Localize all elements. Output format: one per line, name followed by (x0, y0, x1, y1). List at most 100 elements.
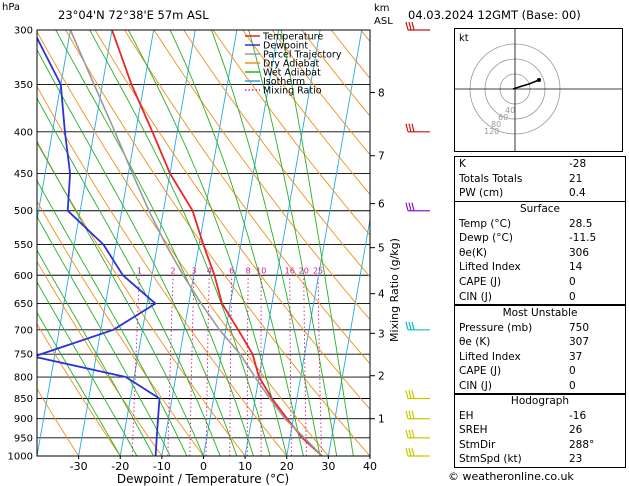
wet-adiabat-line (37, 249, 154, 456)
isotherm-line (244, 30, 321, 456)
most-unstable-value: 0 (569, 379, 576, 392)
wind-barb (405, 123, 430, 133)
most-unstable-value: 37 (569, 350, 583, 363)
hpa-label: hPa (2, 2, 21, 13)
pressure-tick-label: 600 (14, 271, 33, 282)
wet-adiabat-line (89, 30, 271, 456)
dry-adiabat-line (124, 30, 370, 365)
km-tick-label: 3 (378, 328, 385, 340)
x-tick-label: 0 (200, 460, 207, 473)
km-tick-label: 4 (378, 289, 385, 301)
x-axis-label: Dewpoint / Temperature (°C) (117, 472, 289, 486)
hodograph-param-value: 23 (569, 453, 583, 466)
wet-adiabat-line (37, 281, 138, 456)
pressure-tick-label: 650 (14, 299, 33, 310)
legend-label: Mixing Ratio (263, 86, 322, 97)
wind-barb (405, 429, 430, 439)
surface-table: Surface Temp (°C) 28.5 Dewp (°C) -11.5 θe(K)… (454, 201, 626, 306)
hodograph-trace (512, 79, 540, 90)
hodograph-table: Hodograph EH -16 SREH 26 StmDir 288° StmSpd (k… (454, 393, 626, 468)
pressure-tick-label: 850 (14, 394, 33, 405)
legend-label: Wet Adiabat (263, 68, 321, 79)
most-unstable-table: Most Unstable Pressure (mb) 750 θe (K) 307 L… (454, 305, 626, 395)
pressure-tick-label: 450 (14, 169, 33, 180)
surface-row: θe(K) 306 (455, 246, 625, 261)
x-tick-label: 30 (321, 460, 335, 473)
wind-barb (405, 21, 430, 31)
wet-adiabat-line (37, 311, 121, 456)
legend-label: Isotherm (263, 77, 305, 88)
location-title: 23°04'N 72°38'E 57m ASL (58, 8, 209, 22)
hodograph-ring-label: 40 (505, 106, 515, 115)
hodograph-panel: kt 40 60 80 120 (454, 28, 623, 152)
hodograph-ring-label: 60 (498, 113, 508, 122)
hodograph-ring-label: 80 (491, 120, 501, 129)
surface-value: 0 (569, 275, 576, 288)
pressure-tick-label: 950 (14, 433, 33, 444)
wet-adiabat-line (37, 140, 204, 456)
mixing-ratio-label: 6 (229, 266, 234, 275)
pressure-tick-label: 550 (14, 240, 33, 251)
km-tick-label: 2 (378, 371, 385, 383)
temperature-series (111, 30, 323, 456)
most-unstable-label: θe (K) (459, 336, 491, 349)
hodograph-param-value: 288° (569, 438, 595, 451)
mixing-ratio-label: 1 (137, 266, 142, 275)
surface-label: θe(K) (459, 246, 487, 259)
km-tick-label: 7 (378, 151, 385, 163)
index-label: K (459, 158, 466, 170)
mixing-ratio-label: 10 (256, 266, 266, 275)
legend-label: Temperature (262, 32, 323, 43)
hodograph-param-row: StmDir 288° (455, 438, 625, 453)
hodograph-param-value: -16 (569, 409, 587, 422)
wet-adiabat-line (128, 30, 288, 456)
pressure-tick-label: 350 (14, 80, 33, 91)
mixing-ratio-label: 16 (285, 266, 295, 275)
km-tick-label: 6 (378, 199, 385, 211)
index-row: PW (cm) 0.4 (455, 186, 625, 201)
most-unstable-value: 0 (569, 365, 576, 378)
most-unstable-value: 750 (569, 321, 590, 334)
hodograph-param-row: SREH 26 (455, 423, 625, 438)
isotherm-line (286, 30, 363, 456)
pressure-tick-label: 1000 (8, 452, 33, 463)
asl-label: ASL (374, 16, 393, 27)
surface-title: Surface (519, 203, 560, 215)
wind-barb (405, 447, 430, 457)
copyright-footer: © weatheronline.co.uk (448, 470, 574, 483)
hodograph-param-label: StmSpd (kt) (459, 453, 522, 466)
most-unstable-value: 307 (569, 336, 590, 349)
mixing-ratio-line (189, 275, 195, 456)
index-value: 0.4 (569, 187, 586, 200)
legend-label: Parcel Trajectory (263, 50, 342, 61)
most-unstable-row: CAPE (J) 0 (455, 364, 625, 379)
wind-barb (405, 321, 430, 331)
mixing-ratio-line (131, 275, 140, 456)
dry-adiabat-line (183, 30, 370, 278)
pressure-tick-label: 750 (14, 350, 33, 361)
x-tick-label: 20 (280, 460, 294, 473)
x-tick-label: 40 (363, 460, 377, 473)
km-tick-label: 5 (378, 243, 385, 255)
index-label: Totals Totals (459, 172, 523, 185)
dry-adiabat-line (94, 30, 370, 410)
mixing-ratio-line (317, 275, 323, 456)
wind-barb (405, 390, 430, 400)
hodograph-param-label: SREH (459, 424, 488, 437)
mixing-ratio-line (303, 275, 307, 456)
mixing-ratio-line (167, 275, 174, 456)
surface-label: CAPE (J) (459, 275, 502, 288)
dry-adiabat-line (37, 387, 79, 456)
isotherm-line (327, 216, 370, 456)
isotherm-line (37, 30, 71, 223)
surface-value: -11.5 (569, 232, 597, 245)
x-tick-label: -30 (70, 460, 88, 473)
wet-adiabat-line (37, 179, 188, 456)
pressure-tick-label: 700 (14, 325, 33, 336)
indices-table: K -28 Totals Totals 21 PW (cm) 0.4 (454, 156, 626, 202)
dry-adiabat-line (153, 30, 370, 321)
wet-adiabat-line (37, 215, 171, 456)
wet-adiabat-line (248, 30, 338, 456)
dry-adiabat-line (65, 30, 370, 456)
